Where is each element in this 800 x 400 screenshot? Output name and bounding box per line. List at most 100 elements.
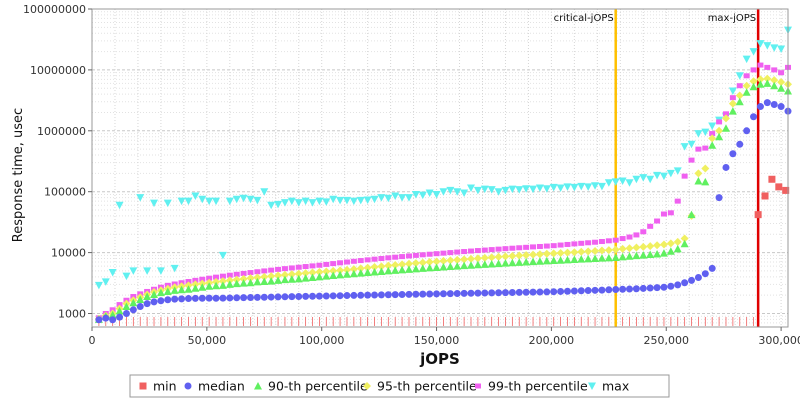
data-point xyxy=(604,179,613,187)
data-point xyxy=(315,268,324,277)
data-point xyxy=(659,240,668,249)
data-point xyxy=(184,197,193,206)
data-point xyxy=(129,306,137,314)
data-point xyxy=(350,291,358,299)
data-point xyxy=(639,174,648,182)
legend-item: 95-th percentile xyxy=(363,379,477,394)
data-point xyxy=(425,258,434,267)
data-point xyxy=(577,247,586,256)
data-point xyxy=(694,130,703,138)
data-point xyxy=(377,194,386,202)
data-point xyxy=(768,175,776,183)
data-point xyxy=(184,285,193,293)
legend-swatch xyxy=(139,382,147,390)
data-point xyxy=(454,249,461,255)
data-point xyxy=(598,286,606,294)
data-point xyxy=(584,287,592,295)
legend-swatch xyxy=(475,383,481,389)
data-point xyxy=(556,256,565,264)
data-point xyxy=(446,290,454,298)
data-point xyxy=(329,292,337,300)
data-point xyxy=(315,272,324,281)
data-point xyxy=(122,309,130,317)
data-point xyxy=(742,55,751,64)
data-point xyxy=(329,266,338,275)
data-point xyxy=(391,291,399,299)
data-point xyxy=(342,196,351,205)
data-point xyxy=(722,163,730,171)
data-point xyxy=(563,248,572,257)
data-point xyxy=(754,211,762,219)
data-point xyxy=(198,283,207,291)
data-point xyxy=(522,288,530,296)
data-point xyxy=(206,275,213,281)
data-point xyxy=(439,256,448,265)
data-point xyxy=(281,293,289,301)
data-point xyxy=(770,44,779,52)
data-point xyxy=(432,257,441,266)
data-point xyxy=(253,293,261,301)
data-point xyxy=(591,286,599,294)
data-point xyxy=(267,272,276,281)
data-point xyxy=(295,264,302,270)
x-tick-label: 250,000 xyxy=(644,334,690,347)
data-point xyxy=(446,256,455,265)
data-point xyxy=(494,188,503,196)
data-point xyxy=(108,269,117,277)
data-point xyxy=(667,210,674,216)
data-point xyxy=(612,285,620,293)
data-point xyxy=(750,67,757,73)
data-point xyxy=(542,256,551,265)
data-point xyxy=(116,302,123,308)
data-point xyxy=(618,177,627,185)
data-point xyxy=(280,199,289,207)
data-point xyxy=(480,185,489,194)
y-tick-label: 10000000 xyxy=(30,64,86,77)
data-point xyxy=(550,288,558,296)
data-point xyxy=(198,195,207,204)
series-min xyxy=(754,175,790,219)
data-point xyxy=(343,259,350,265)
data-point xyxy=(688,157,695,163)
data-point xyxy=(715,194,723,202)
data-point xyxy=(535,184,544,192)
data-point xyxy=(226,294,234,302)
x-tick-label: 0 xyxy=(89,334,96,347)
data-point xyxy=(246,278,255,287)
data-point xyxy=(750,113,758,121)
data-point xyxy=(743,73,750,79)
data-point xyxy=(446,262,455,271)
data-point xyxy=(618,244,627,253)
data-point xyxy=(364,257,371,263)
data-point xyxy=(391,266,400,274)
data-point xyxy=(246,195,255,204)
data-point xyxy=(357,291,365,299)
data-point xyxy=(425,263,434,272)
data-point xyxy=(647,223,654,229)
data-point xyxy=(94,281,103,290)
data-point xyxy=(336,266,345,275)
data-point xyxy=(426,290,434,298)
data-point xyxy=(398,265,407,274)
data-point xyxy=(542,249,551,258)
data-point xyxy=(398,194,407,202)
data-point xyxy=(392,254,399,260)
data-point xyxy=(460,255,469,264)
data-point xyxy=(399,254,406,260)
data-point xyxy=(515,288,523,296)
data-point xyxy=(770,76,779,85)
data-point xyxy=(288,293,296,301)
data-point xyxy=(280,270,289,279)
data-point xyxy=(591,182,600,190)
data-point xyxy=(481,247,488,253)
data-point xyxy=(508,251,517,260)
data-point xyxy=(370,262,379,271)
data-point xyxy=(467,184,476,192)
data-point xyxy=(605,238,612,244)
data-point xyxy=(516,245,523,251)
data-point xyxy=(205,294,213,302)
data-point xyxy=(404,259,413,268)
data-point xyxy=(721,124,730,132)
data-point xyxy=(591,247,600,256)
